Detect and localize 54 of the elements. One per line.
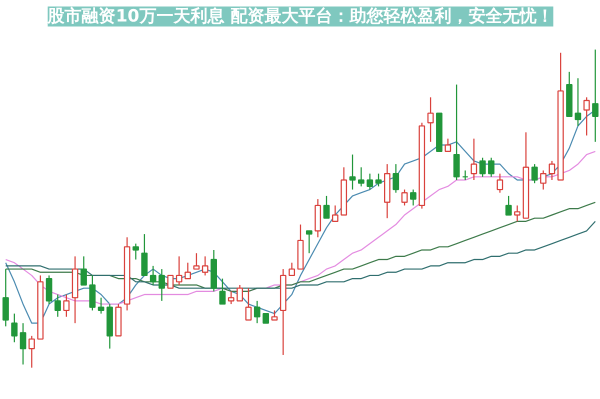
candlestick [254,300,260,324]
candlestick [184,262,191,280]
candlestick [158,268,165,302]
candlestick [453,84,460,181]
candlestick [514,204,520,222]
candlestick [444,138,452,152]
candlestick [306,230,312,254]
candlestick [141,233,148,276]
candlestick [531,164,538,184]
candlestick [332,204,338,222]
candlestick [132,243,139,260]
candlestick [245,288,252,321]
candlestick [228,290,234,305]
candlestick [496,173,504,194]
candlestick [548,160,556,181]
candlestick [2,268,9,327]
candlestick [479,157,486,178]
candlestick [488,157,494,178]
candlestick [89,274,96,312]
candlestick [470,138,478,181]
candlestick [375,173,382,187]
candlestick [288,262,296,276]
candlestick [20,322,26,366]
chart-title: 股市融资10万一天利息 配资最大平台：助您轻松盈利，安全无忧！ [46,6,554,26]
candlestick [236,284,244,302]
candlestick [540,170,546,190]
candlestick [462,170,468,181]
candlestick [271,310,278,321]
candlestick [427,96,434,142]
candlestick [46,274,52,305]
candlestick [80,256,87,286]
candlestick [54,294,61,318]
candlestick [98,297,104,314]
candlestick [63,294,70,318]
candlestick [202,256,208,276]
candlestick [358,166,364,187]
candlestick [219,278,226,305]
candlestick [193,252,200,270]
candlestick [583,96,590,136]
candlestick [401,188,408,206]
candlestick [323,195,330,219]
candlestick [167,274,174,289]
candlestick [366,173,374,190]
candlestick [262,313,270,324]
candlestick [349,154,356,190]
candlestick [11,313,18,343]
candlestick [592,48,598,142]
candlestick [392,164,400,194]
candlestick [176,256,182,286]
candlestick [150,265,156,286]
candlestick [574,78,582,127]
candlestick [28,335,35,368]
candlestick [410,188,416,206]
candlestick [505,195,512,216]
